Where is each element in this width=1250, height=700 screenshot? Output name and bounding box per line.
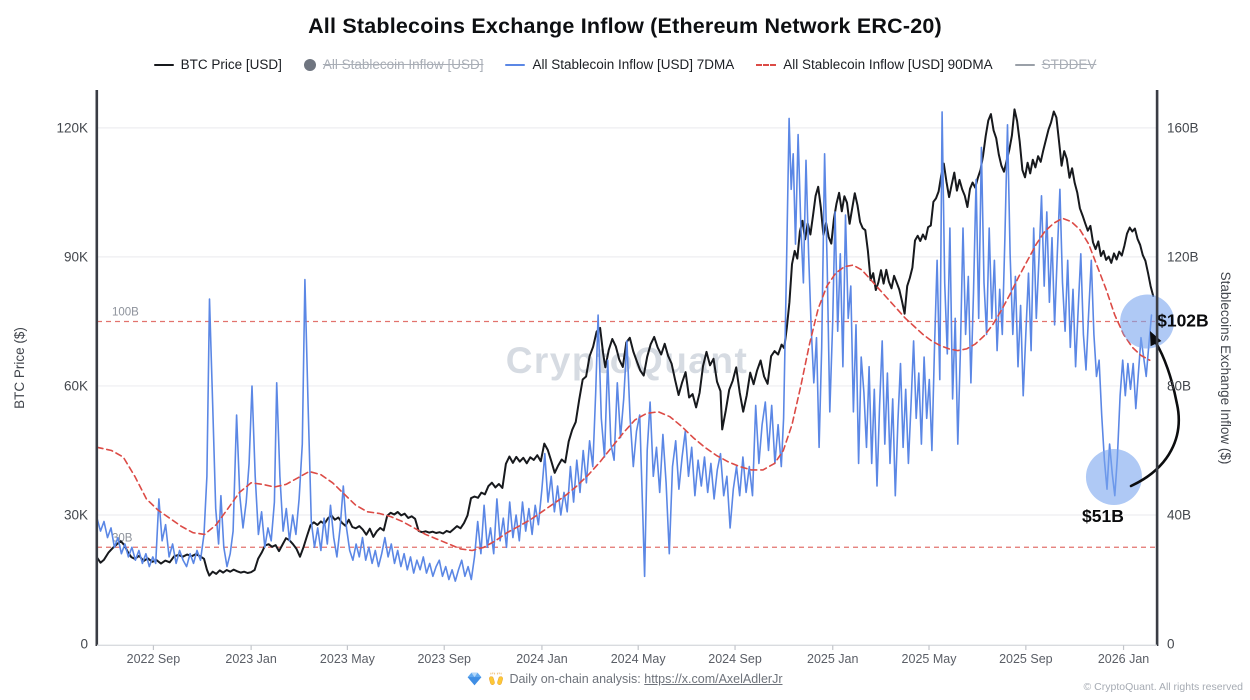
highlight-circles bbox=[1085, 294, 1175, 505]
legend-item-3[interactable]: All Stablecoin Inflow [USD] 90DMA bbox=[756, 57, 993, 72]
series-right bbox=[96, 217, 1151, 552]
left-axis-tick-labels: 0 30K 60K 90K 120K bbox=[56, 120, 88, 651]
footer-text: Daily on-chain analysis: bbox=[509, 672, 641, 686]
annotation-value-label: $51B bbox=[1082, 506, 1124, 526]
right-tick-label: 160B bbox=[1167, 121, 1199, 136]
x-tick-label: 2026 Jan bbox=[1098, 652, 1149, 666]
legend-label: BTC Price [USD] bbox=[180, 57, 282, 72]
legend-label: All Stablecoin Inflow [USD] 90DMA bbox=[783, 57, 993, 72]
copyright-notice: © CryptoQuant. All rights reserved bbox=[1083, 681, 1243, 693]
legend-label: All Stablecoin Inflow [USD] 7DMA bbox=[532, 57, 735, 72]
x-tick-label: 2024 Jan bbox=[516, 652, 567, 666]
right-axis-tick-labels: 0 40B 80B 120B 160B bbox=[1167, 121, 1199, 652]
x-tick-label: 2024 Sep bbox=[708, 652, 762, 666]
reference-line-label: 100B bbox=[112, 307, 139, 319]
gem-icon bbox=[467, 672, 482, 689]
dot-marker-icon bbox=[303, 58, 316, 71]
line-marker-icon bbox=[153, 63, 174, 66]
legend: BTC Price [USD] All Stablecoin Inflow [US… bbox=[0, 57, 1250, 72]
annotation-value-label: $102B bbox=[1157, 311, 1209, 331]
chart-title: All Stablecoins Exchange Inflow (Ethereu… bbox=[308, 14, 942, 38]
left-tick-label: 0 bbox=[80, 637, 88, 652]
dashed-marker-icon bbox=[756, 63, 777, 66]
legend-label: All Stablecoin Inflow [USD] bbox=[322, 57, 484, 72]
right-axis-title: Stablecoins Exchange Inflow ($) bbox=[1218, 272, 1233, 465]
x-tick-label: 2023 Sep bbox=[417, 652, 471, 666]
footer-caption: Daily on-chain analysis: https://x.com/A… bbox=[0, 672, 1250, 689]
line-marker-icon bbox=[1014, 63, 1035, 66]
left-tick-label: 120K bbox=[56, 120, 88, 135]
right-tick-label: 80B bbox=[1167, 379, 1191, 394]
series-lines bbox=[96, 108, 1155, 582]
right-axis-bar bbox=[1155, 90, 1159, 646]
series-right bbox=[96, 111, 1153, 582]
annotation-labels: $102B $51B bbox=[1082, 311, 1209, 526]
x-tick-label: 2025 Jan bbox=[807, 652, 858, 666]
legend-item-1[interactable]: All Stablecoin Inflow [USD] bbox=[303, 57, 484, 72]
left-axis-bar bbox=[95, 90, 99, 646]
x-tick-label: 2023 Jan bbox=[225, 652, 276, 666]
right-tick-label: 0 bbox=[1167, 637, 1175, 652]
highlight-circle bbox=[1120, 294, 1175, 349]
author-link[interactable]: https://x.com/AxelAdlerJr bbox=[644, 672, 783, 686]
x-tick-label: 2024 May bbox=[611, 652, 667, 666]
right-tick-label: 40B bbox=[1167, 508, 1191, 523]
right-tick-label: 120B bbox=[1167, 250, 1199, 265]
axes bbox=[95, 90, 1159, 646]
left-tick-label: 90K bbox=[64, 249, 88, 264]
x-tick-label: 2022 Sep bbox=[127, 652, 181, 666]
trend-arrow bbox=[1129, 331, 1181, 488]
legend-item-0[interactable]: BTC Price [USD] bbox=[153, 57, 282, 72]
highlight-circle bbox=[1085, 448, 1142, 505]
line-marker-icon bbox=[505, 63, 526, 66]
left-tick-label: 60K bbox=[64, 378, 88, 393]
x-tick-label: 2023 May bbox=[320, 652, 376, 666]
raised-hands-icon bbox=[488, 672, 504, 689]
x-tick-label: 2025 May bbox=[902, 652, 958, 666]
left-axis-title: BTC Price ($) bbox=[12, 327, 27, 409]
legend-item-4[interactable]: STDDEV bbox=[1014, 57, 1097, 72]
legend-item-2[interactable]: All Stablecoin Inflow [USD] 7DMA bbox=[505, 57, 734, 72]
x-axis-tick-labels: 2022 Sep 2023 Jan 2023 May 2023 Sep 2024 Jan… bbox=[127, 645, 1149, 666]
x-tick-label: 2025 Sep bbox=[999, 652, 1053, 666]
legend-label: STDDEV bbox=[1041, 57, 1097, 72]
arrow-head-icon bbox=[1150, 331, 1162, 347]
left-tick-label: 30K bbox=[64, 507, 88, 522]
